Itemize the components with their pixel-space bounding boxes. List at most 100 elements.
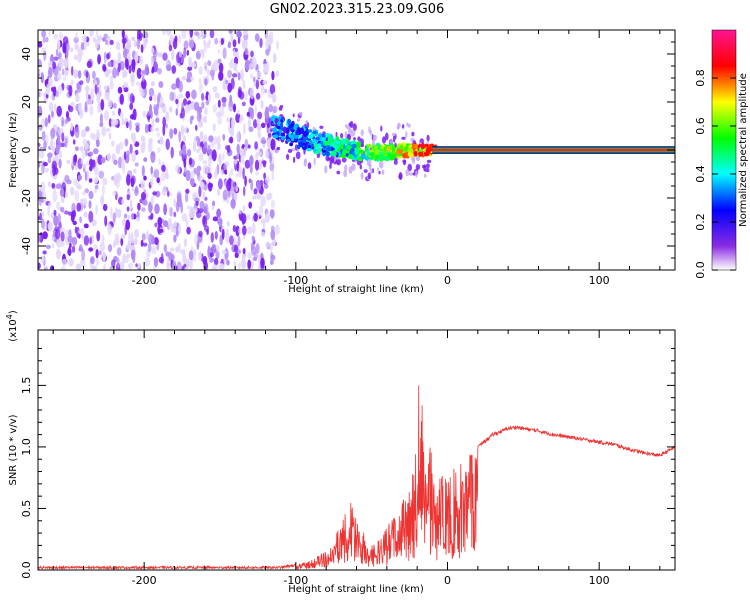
noise-speckle	[106, 53, 110, 60]
noise-speckle	[200, 30, 205, 38]
noise-speckle	[186, 128, 189, 133]
noise-speckle	[242, 30, 248, 36]
noise-speckle	[85, 85, 90, 93]
noise-speckle	[203, 203, 209, 215]
noise-speckle	[229, 235, 234, 246]
noise-speckle	[263, 172, 266, 180]
noise-speckle	[210, 140, 215, 147]
noise-speckle	[216, 208, 222, 218]
noise-speckle	[112, 190, 117, 196]
noise-speckle	[47, 157, 52, 164]
noise-speckle	[257, 130, 262, 139]
noise-speckle	[64, 210, 69, 215]
noise-speckle	[151, 118, 155, 128]
noise-speckle	[89, 105, 94, 116]
noise-speckle	[260, 86, 265, 96]
spectral-speck	[359, 164, 362, 170]
noise-speckle	[120, 233, 126, 240]
spectral-speck	[411, 131, 415, 137]
noise-speckle	[90, 88, 94, 95]
noise-speckle	[191, 89, 197, 100]
noise-speckle	[182, 144, 187, 156]
noise-speckle	[256, 71, 262, 79]
noise-speckle	[188, 103, 194, 110]
noise-speckle	[47, 206, 50, 218]
noise-speckle	[204, 78, 208, 86]
noise-speckle	[113, 102, 117, 109]
noise-speckle	[265, 175, 270, 185]
noise-speckle	[214, 230, 218, 240]
noise-speckle	[190, 115, 194, 121]
noise-speckle	[123, 87, 129, 93]
noise-speckle	[55, 144, 60, 155]
ridge-blob	[317, 148, 322, 153]
noise-speckle	[131, 61, 136, 73]
noise-speckle	[38, 145, 41, 157]
spectral-speck	[426, 159, 432, 163]
noise-speckle	[55, 229, 61, 240]
ridge-blob	[341, 150, 347, 156]
noise-speckle	[259, 37, 263, 48]
y-tick-label: 0	[20, 147, 33, 154]
noise-speckle	[47, 181, 51, 187]
noise-speckle	[42, 191, 46, 200]
noise-speckle	[253, 119, 258, 129]
noise-speckle	[252, 222, 256, 235]
noise-speckle	[156, 132, 161, 138]
noise-speckle	[43, 140, 47, 151]
noise-speckle	[134, 52, 139, 63]
colorbar-tick-label: 0.8	[694, 69, 707, 87]
noise-speckle	[119, 261, 125, 270]
noise-speckle	[244, 159, 251, 169]
noise-speckle	[64, 118, 69, 124]
noise-speckle	[202, 215, 206, 225]
noise-speckle	[214, 136, 218, 145]
noise-speckle	[126, 121, 129, 129]
noise-speckle	[260, 218, 266, 224]
noise-speckle	[269, 209, 275, 219]
noise-speckle	[52, 61, 57, 70]
noise-speckle	[91, 265, 98, 270]
noise-speckle	[75, 31, 78, 39]
noise-speckle	[250, 50, 254, 58]
noise-speckle	[76, 263, 82, 270]
noise-speckle	[142, 200, 148, 206]
noise-speckle	[95, 155, 98, 167]
noise-speckle	[122, 218, 126, 227]
spectrogram-y-axis-label: Frequency (Hz)	[8, 112, 19, 188]
noise-speckle	[57, 213, 61, 224]
noise-speckle	[105, 39, 108, 45]
noise-speckle	[162, 220, 169, 228]
noise-speckle	[151, 81, 155, 87]
noise-speckle	[58, 158, 62, 169]
noise-speckle	[236, 143, 240, 154]
ridge-blob	[360, 149, 364, 153]
noise-speckle	[122, 37, 126, 50]
noise-speckle	[59, 187, 65, 197]
noise-speckle	[38, 262, 41, 269]
noise-speckle	[86, 161, 90, 166]
spectral-speck	[398, 172, 403, 180]
noise-speckle	[65, 49, 69, 59]
noise-speckle	[180, 249, 186, 255]
ridge-blob	[375, 154, 380, 160]
spectral-speck	[378, 170, 381, 175]
noise-speckle	[151, 245, 157, 255]
noise-speckle	[77, 70, 82, 79]
noise-speckle	[131, 213, 134, 220]
spectral-speck	[340, 133, 344, 139]
noise-speckle	[198, 66, 203, 75]
spectral-speck	[304, 158, 307, 164]
noise-speckle	[123, 151, 127, 161]
noise-speckle	[248, 126, 254, 133]
noise-speckle	[60, 195, 65, 204]
noise-speckle	[81, 129, 87, 138]
ridge-blob	[295, 129, 299, 136]
noise-speckle	[220, 169, 224, 176]
noise-speckle	[73, 36, 79, 44]
noise-speckle	[82, 163, 87, 169]
noise-speckle	[186, 49, 190, 56]
x-tick-label: -100	[283, 274, 308, 287]
ridge-blob	[346, 144, 351, 150]
noise-speckle	[196, 170, 201, 177]
